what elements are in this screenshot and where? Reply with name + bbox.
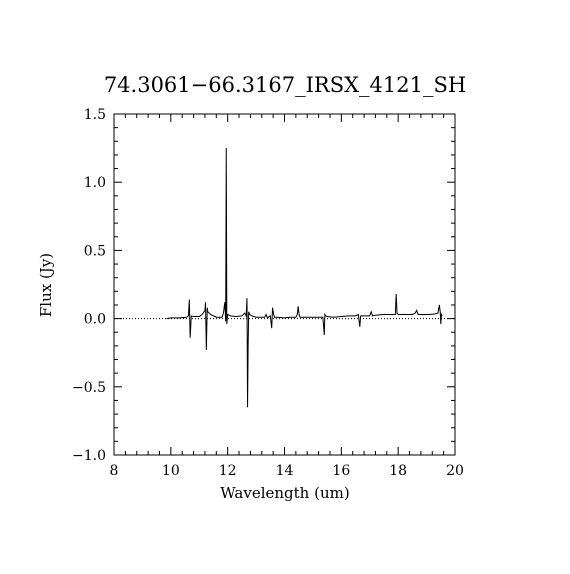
x-tick-label: 10: [162, 463, 180, 479]
y-tick-label: 0.5: [84, 243, 106, 259]
chart-title: 74.3061−66.3167_IRSX_4121_SH: [104, 73, 466, 97]
x-tick-label: 14: [276, 463, 294, 479]
x-tick-label: 18: [389, 463, 407, 479]
y-tick-label: 1.0: [84, 175, 106, 191]
series-layer: [166, 148, 443, 408]
x-tick-label: 20: [446, 463, 464, 479]
x-axis-label: Wavelength (um): [220, 484, 349, 502]
y-tick-label: 0.0: [84, 312, 106, 328]
y-tick-label: 1.5: [84, 107, 106, 123]
series-line-0: [166, 148, 443, 408]
y-axis-label: Flux (Jy): [37, 253, 55, 317]
x-tick-label: 12: [219, 463, 237, 479]
x-tick-label: 16: [332, 463, 350, 479]
plot-frame: [113, 113, 456, 456]
x-tick-label: 8: [110, 463, 119, 479]
tick-label-layer: 8 10 12 14 16 18 20 −1.0 −0.5 0.0 0.5 1.0 1.5: [72, 107, 464, 479]
y-tick-label: −1.0: [72, 448, 106, 464]
y-tick-label: −0.5: [72, 380, 106, 396]
